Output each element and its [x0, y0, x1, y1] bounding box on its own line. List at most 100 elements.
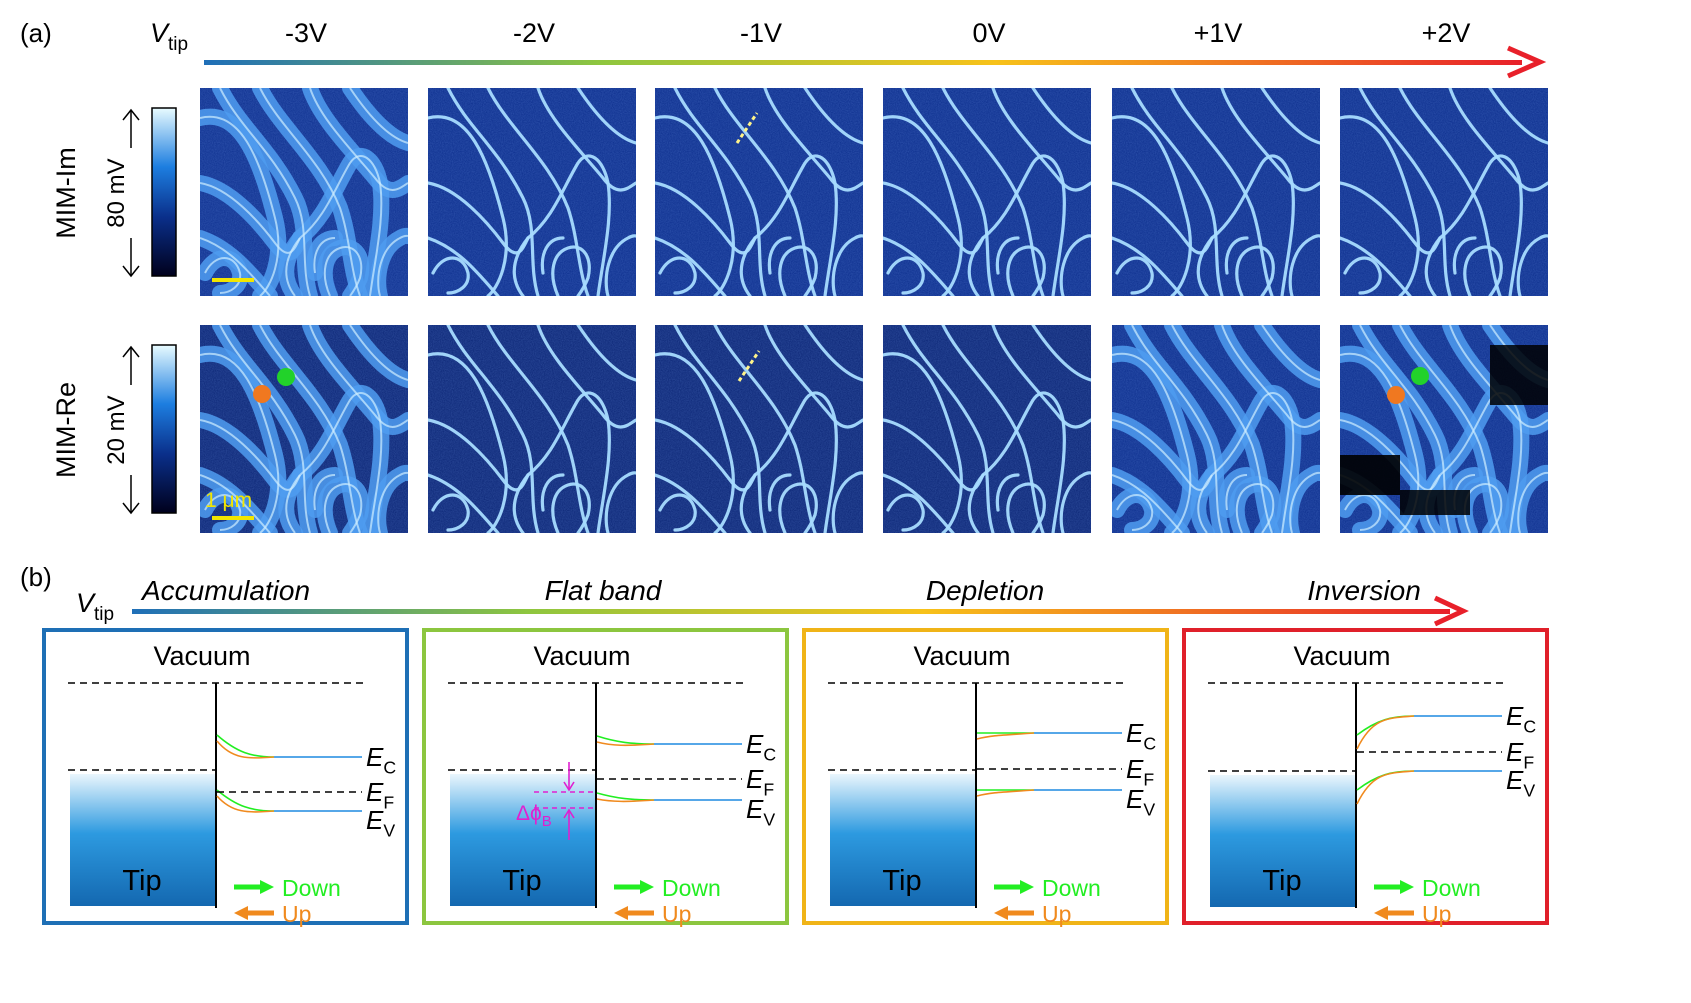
mim-domains [883, 325, 1091, 533]
marker-green [1411, 367, 1429, 385]
domain-wall [967, 473, 985, 533]
domain-wall [576, 88, 636, 145]
domain-wall [536, 325, 636, 429]
domain-wall [1196, 236, 1214, 296]
regime-label: Accumulation [140, 575, 310, 606]
colorbar-scale: 20 mV [103, 395, 130, 464]
domain-wall [1463, 245, 1503, 296]
barrier-label: ΔϕB [516, 802, 552, 830]
domain-wall-edge [309, 88, 408, 191]
ef-label: EF [746, 764, 774, 799]
domain-wall-edge [200, 237, 271, 296]
voltage-label: +2V [1422, 18, 1471, 48]
ev-spin-up [596, 798, 655, 803]
domain-wall [446, 325, 540, 533]
mim-image [1340, 88, 1548, 296]
up-arrowhead [614, 906, 628, 920]
domain-wall-edge [219, 325, 311, 533]
mim-image [1112, 325, 1320, 533]
domain-wall [886, 256, 925, 295]
domain-wall [995, 236, 1020, 275]
domain-wall-edge [200, 474, 271, 533]
mim-domains [200, 325, 408, 533]
domain-wall [739, 473, 757, 533]
dark-region [1400, 490, 1470, 515]
domain-wall [1130, 88, 1224, 296]
domain-wall-edge [200, 115, 280, 296]
domain-wall [883, 473, 955, 533]
vtip-arrowhead-b [1433, 595, 1469, 627]
domain-wall [803, 325, 863, 382]
down-arrowhead [260, 880, 274, 894]
domain-wall [831, 471, 863, 533]
mim-domains [1112, 325, 1320, 533]
ev-label: EV [1126, 784, 1155, 819]
domain-wall [486, 325, 590, 533]
domain-wall [658, 256, 697, 295]
ec-spin-up [216, 740, 275, 759]
tip-label: Tip [882, 865, 921, 897]
up-arrowhead [234, 906, 248, 920]
voltage-label: -1V [740, 18, 782, 48]
domain-wall [1516, 234, 1548, 296]
domain-wall-edge [285, 474, 301, 533]
domain-wall [1112, 115, 1192, 296]
domain-wall [1288, 234, 1320, 296]
regime-label: Flat band [545, 575, 663, 606]
domain-wall [901, 325, 995, 533]
domain-wall [431, 256, 470, 295]
ev-label: EV [366, 805, 395, 840]
voltage-label: 0V [972, 18, 1005, 48]
domain-wall-edge [299, 155, 383, 296]
domain-wall-edge [1221, 325, 1320, 428]
domain-wall-edge [1289, 471, 1320, 533]
panel-b-label: (b) [20, 562, 52, 592]
mim-image [1340, 325, 1548, 533]
row-label: MIM-Im [51, 147, 81, 238]
down-arrowhead [1020, 880, 1034, 894]
domain-wall-edge [1517, 471, 1548, 533]
domain-wall-edge [349, 325, 408, 381]
scale-bar-label: 1 μm [205, 489, 252, 512]
domain-wall-edge [1112, 352, 1192, 533]
domain-wall [551, 482, 591, 533]
ef-label: EF [1126, 754, 1154, 789]
domain-wall-edge [200, 182, 301, 254]
domain-wall [1115, 256, 1154, 295]
domain-wall-edge [1235, 483, 1275, 533]
domain-wall [1059, 471, 1091, 533]
mim-image-grid: 1 μm [200, 88, 1548, 533]
legend-down: Down [1422, 875, 1481, 901]
marker-orange [1387, 386, 1405, 404]
domain-wall-edge [1449, 325, 1548, 428]
mim-image [428, 325, 636, 533]
domain-wall [967, 236, 985, 296]
legend-up: Up [1042, 901, 1071, 927]
domain-wall [1448, 88, 1548, 192]
dark-region [1340, 455, 1400, 495]
domain-wall [883, 115, 963, 296]
domain-wall-edge [1197, 474, 1213, 533]
domain-wall [1210, 154, 1295, 296]
domain-wall [1438, 154, 1523, 296]
domain-wall [886, 493, 925, 532]
ef-label: EF [366, 777, 394, 812]
tip-metal [450, 774, 596, 906]
domain-wall [1112, 236, 1184, 296]
mim-domains [428, 325, 636, 533]
domain-wall [551, 245, 591, 296]
domain-wall-edge [285, 237, 301, 296]
domain-wall [1452, 236, 1477, 275]
vtip-arrow-a [204, 60, 1522, 65]
scale-arrow-head [122, 108, 140, 121]
tip-label: Tip [1262, 865, 1301, 897]
domain-wall [655, 352, 735, 533]
domain-wall [428, 352, 508, 533]
mim-domains [428, 88, 636, 296]
mim-image [883, 325, 1091, 533]
domain-wall [763, 325, 863, 429]
ec-label: EC [1126, 718, 1156, 753]
voltage-label: -3V [285, 18, 327, 48]
